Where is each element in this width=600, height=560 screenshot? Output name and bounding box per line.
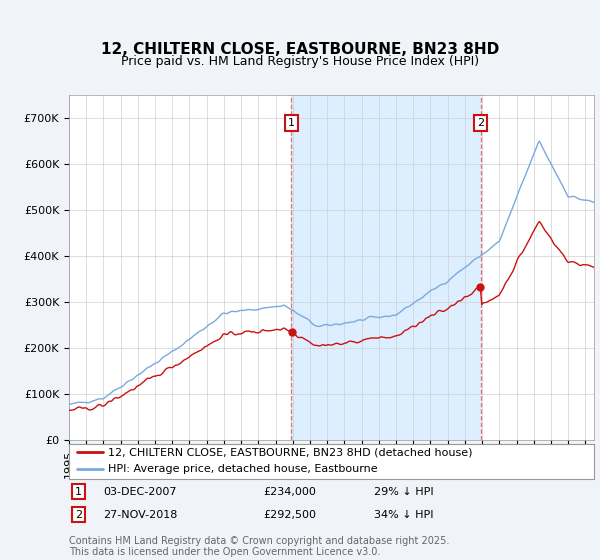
Text: 34% ↓ HPI: 34% ↓ HPI: [373, 510, 433, 520]
Text: 29% ↓ HPI: 29% ↓ HPI: [373, 487, 433, 497]
Text: £292,500: £292,500: [263, 510, 316, 520]
Text: 12, CHILTERN CLOSE, EASTBOURNE, BN23 8HD: 12, CHILTERN CLOSE, EASTBOURNE, BN23 8HD: [101, 42, 499, 57]
Text: £234,000: £234,000: [263, 487, 316, 497]
Text: 1: 1: [288, 118, 295, 128]
Text: 2: 2: [75, 510, 82, 520]
Text: 1: 1: [75, 487, 82, 497]
Text: 12, CHILTERN CLOSE, EASTBOURNE, BN23 8HD (detached house): 12, CHILTERN CLOSE, EASTBOURNE, BN23 8HD…: [109, 447, 473, 458]
Text: Contains HM Land Registry data © Crown copyright and database right 2025.
This d: Contains HM Land Registry data © Crown c…: [69, 535, 449, 557]
Bar: [292, 95, 481, 440]
Text: 2: 2: [477, 118, 484, 128]
Text: 03-DEC-2007: 03-DEC-2007: [103, 487, 176, 497]
Text: HPI: Average price, detached house, Eastbourne: HPI: Average price, detached house, East…: [109, 464, 378, 474]
Text: Price paid vs. HM Land Registry's House Price Index (HPI): Price paid vs. HM Land Registry's House …: [121, 55, 479, 68]
Text: 27-NOV-2018: 27-NOV-2018: [103, 510, 178, 520]
